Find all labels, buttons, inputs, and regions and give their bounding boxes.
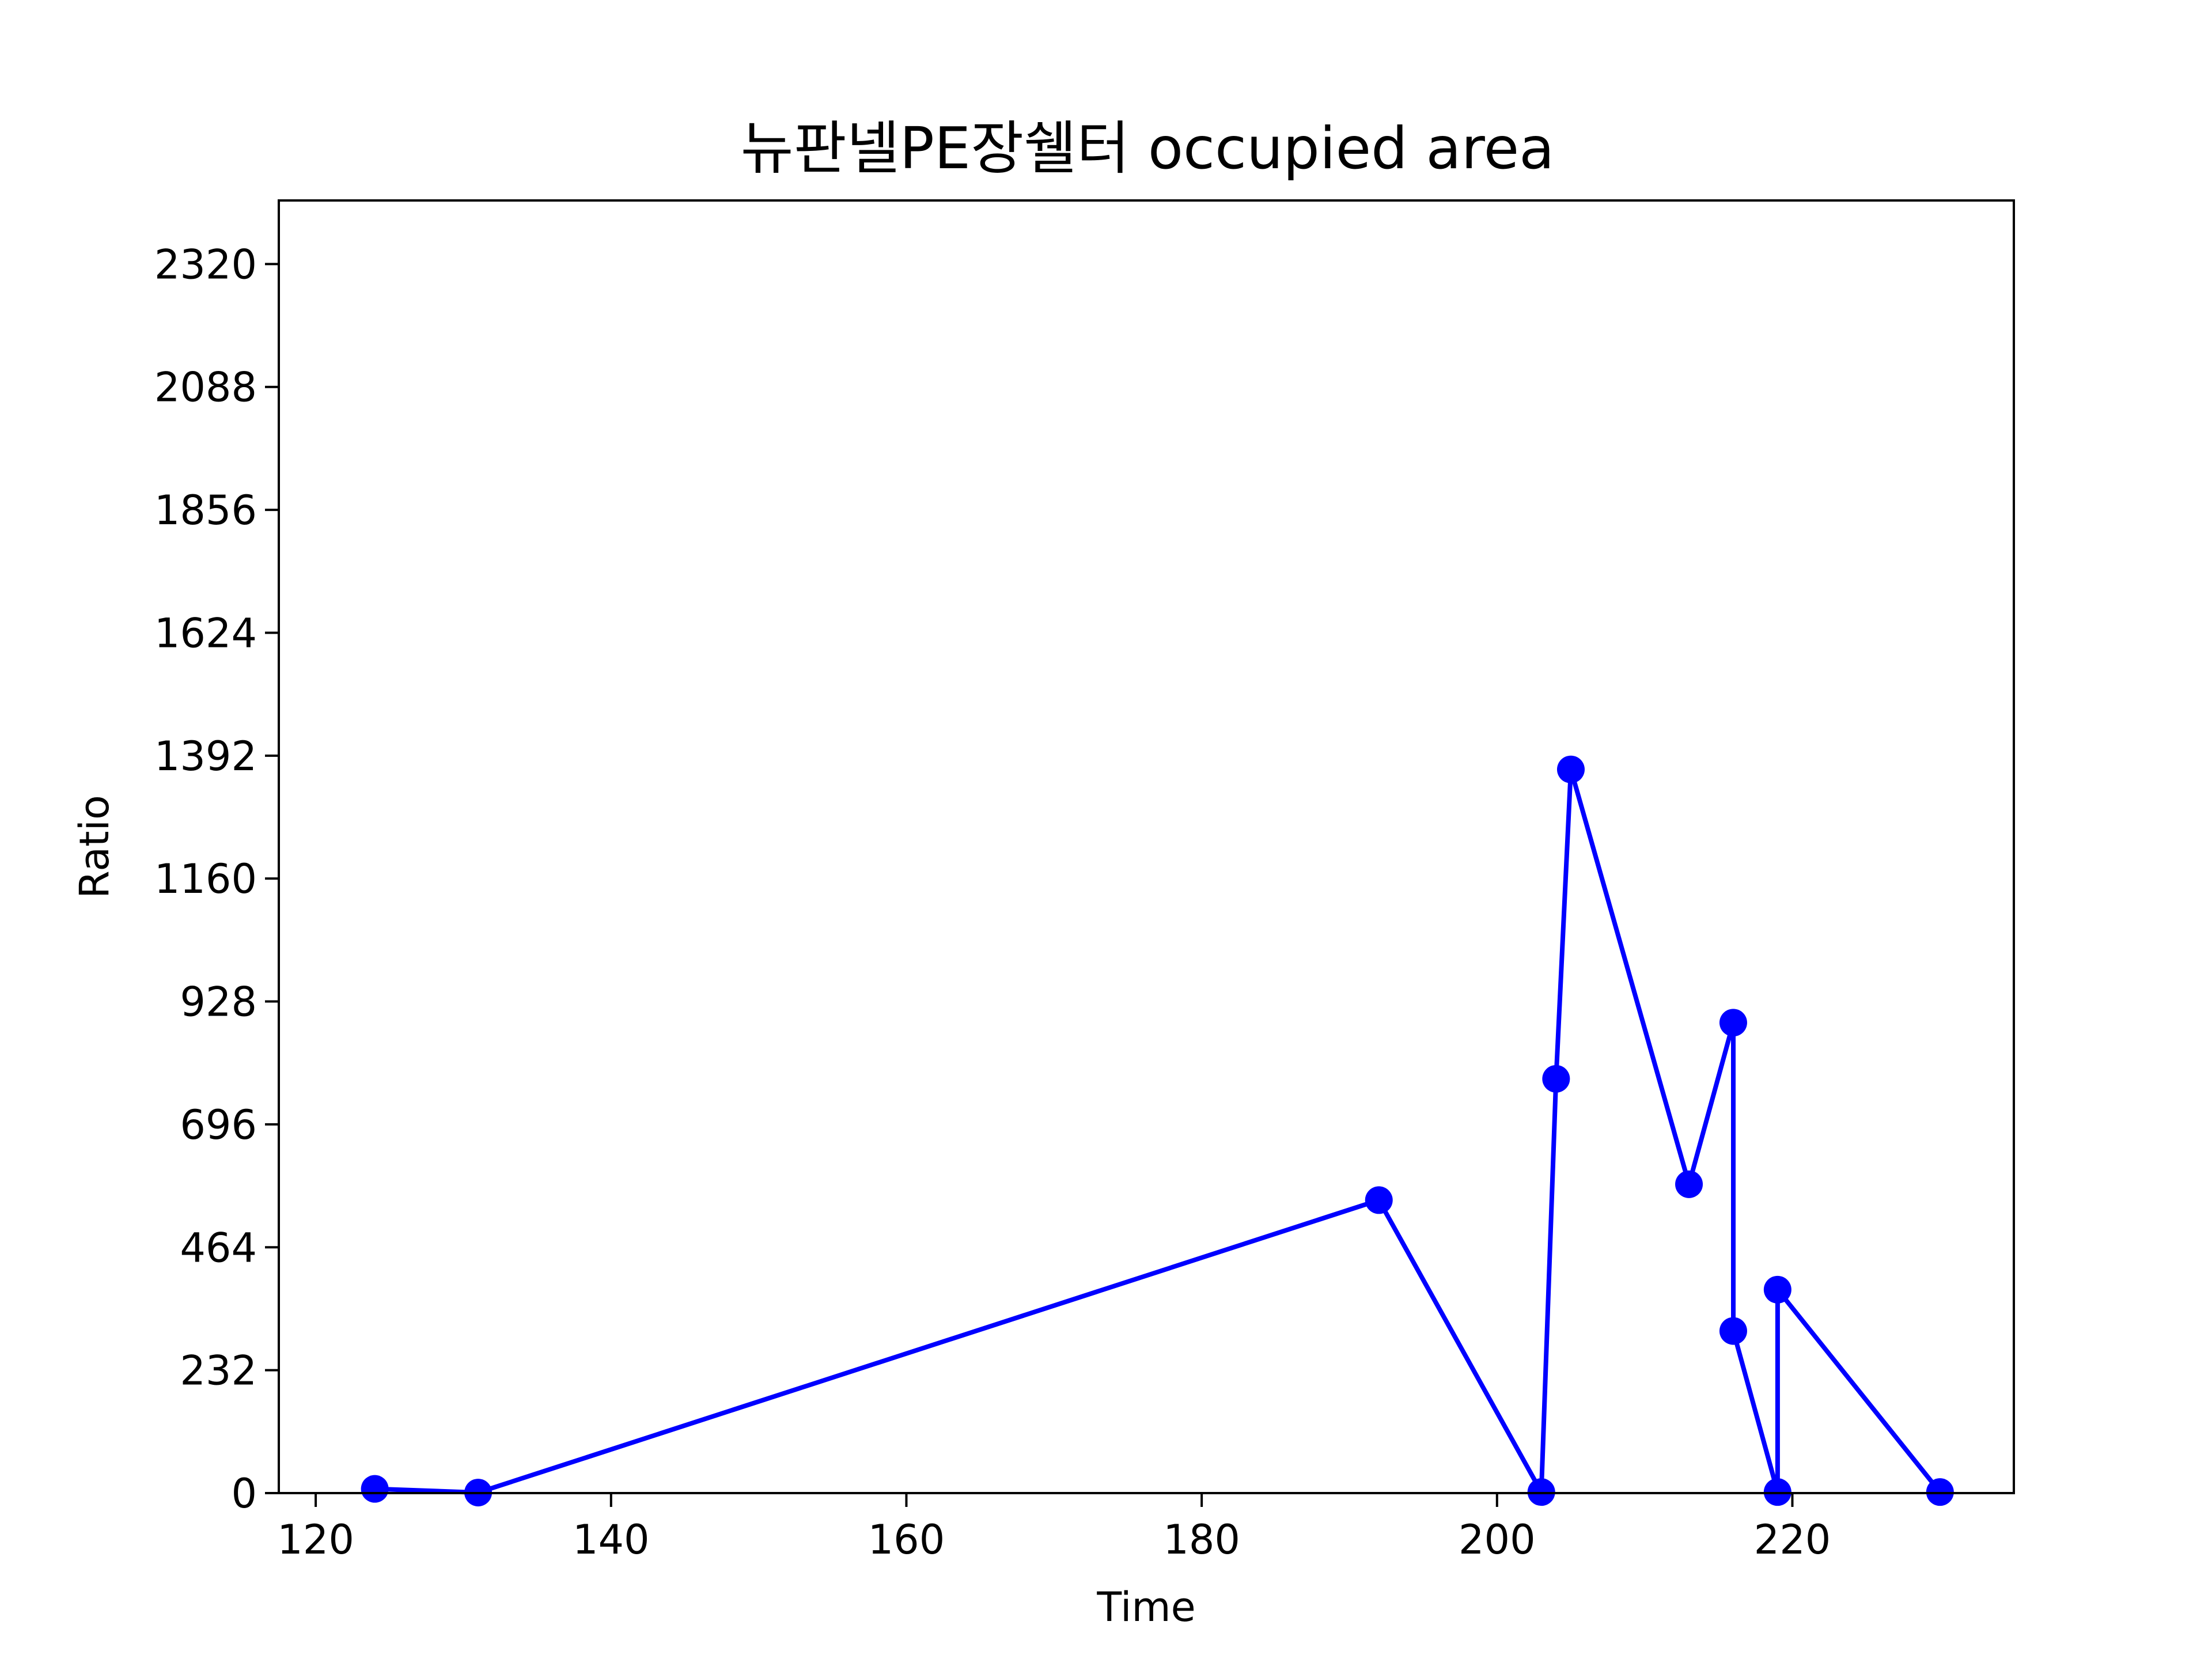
y-tick-label: 2088 [154,364,257,411]
y-tick-label: 464 [180,1224,257,1271]
y-tick-label: 1160 [154,855,257,903]
y-tick-label: 0 [231,1470,257,1517]
y-tick-label: 2320 [154,241,257,288]
data-point [1719,1009,1747,1037]
data-point [1763,1275,1791,1304]
y-tick-label: 1392 [154,733,257,780]
y-tick-label: 696 [180,1101,257,1149]
y-tick-label: 1624 [154,609,257,657]
x-tick-label: 160 [868,1516,945,1563]
y-axis-label: Ratio [71,795,118,899]
data-point [1365,1186,1393,1214]
plot-frame [278,199,2015,1494]
y-tick-label: 1856 [154,487,257,534]
x-tick-label: 220 [1754,1516,1831,1563]
data-point [1719,1317,1747,1345]
data-point [361,1475,389,1503]
data-point [1542,1065,1570,1093]
x-tick-label: 200 [1459,1516,1536,1563]
x-tick-label: 180 [1163,1516,1240,1563]
chart-title: 뉴판넬PE장쉘터 occupied area [741,115,1555,182]
x-axis-label: Time [1096,1584,1195,1631]
x-tick-label: 120 [277,1516,354,1563]
x-tick-label: 140 [573,1516,650,1563]
y-axis-ticks: 0 232 464 696 928 1160 1392 1624 1856 2088 2320 [154,241,279,1517]
data-point [1675,1170,1703,1198]
series-line [374,767,1942,1495]
y-tick-label: 928 [180,979,257,1026]
x-axis-ticks: 120 140 160 180 200 220 [277,1493,1831,1563]
y-tick-label: 232 [180,1347,257,1395]
data-point [1556,755,1585,783]
